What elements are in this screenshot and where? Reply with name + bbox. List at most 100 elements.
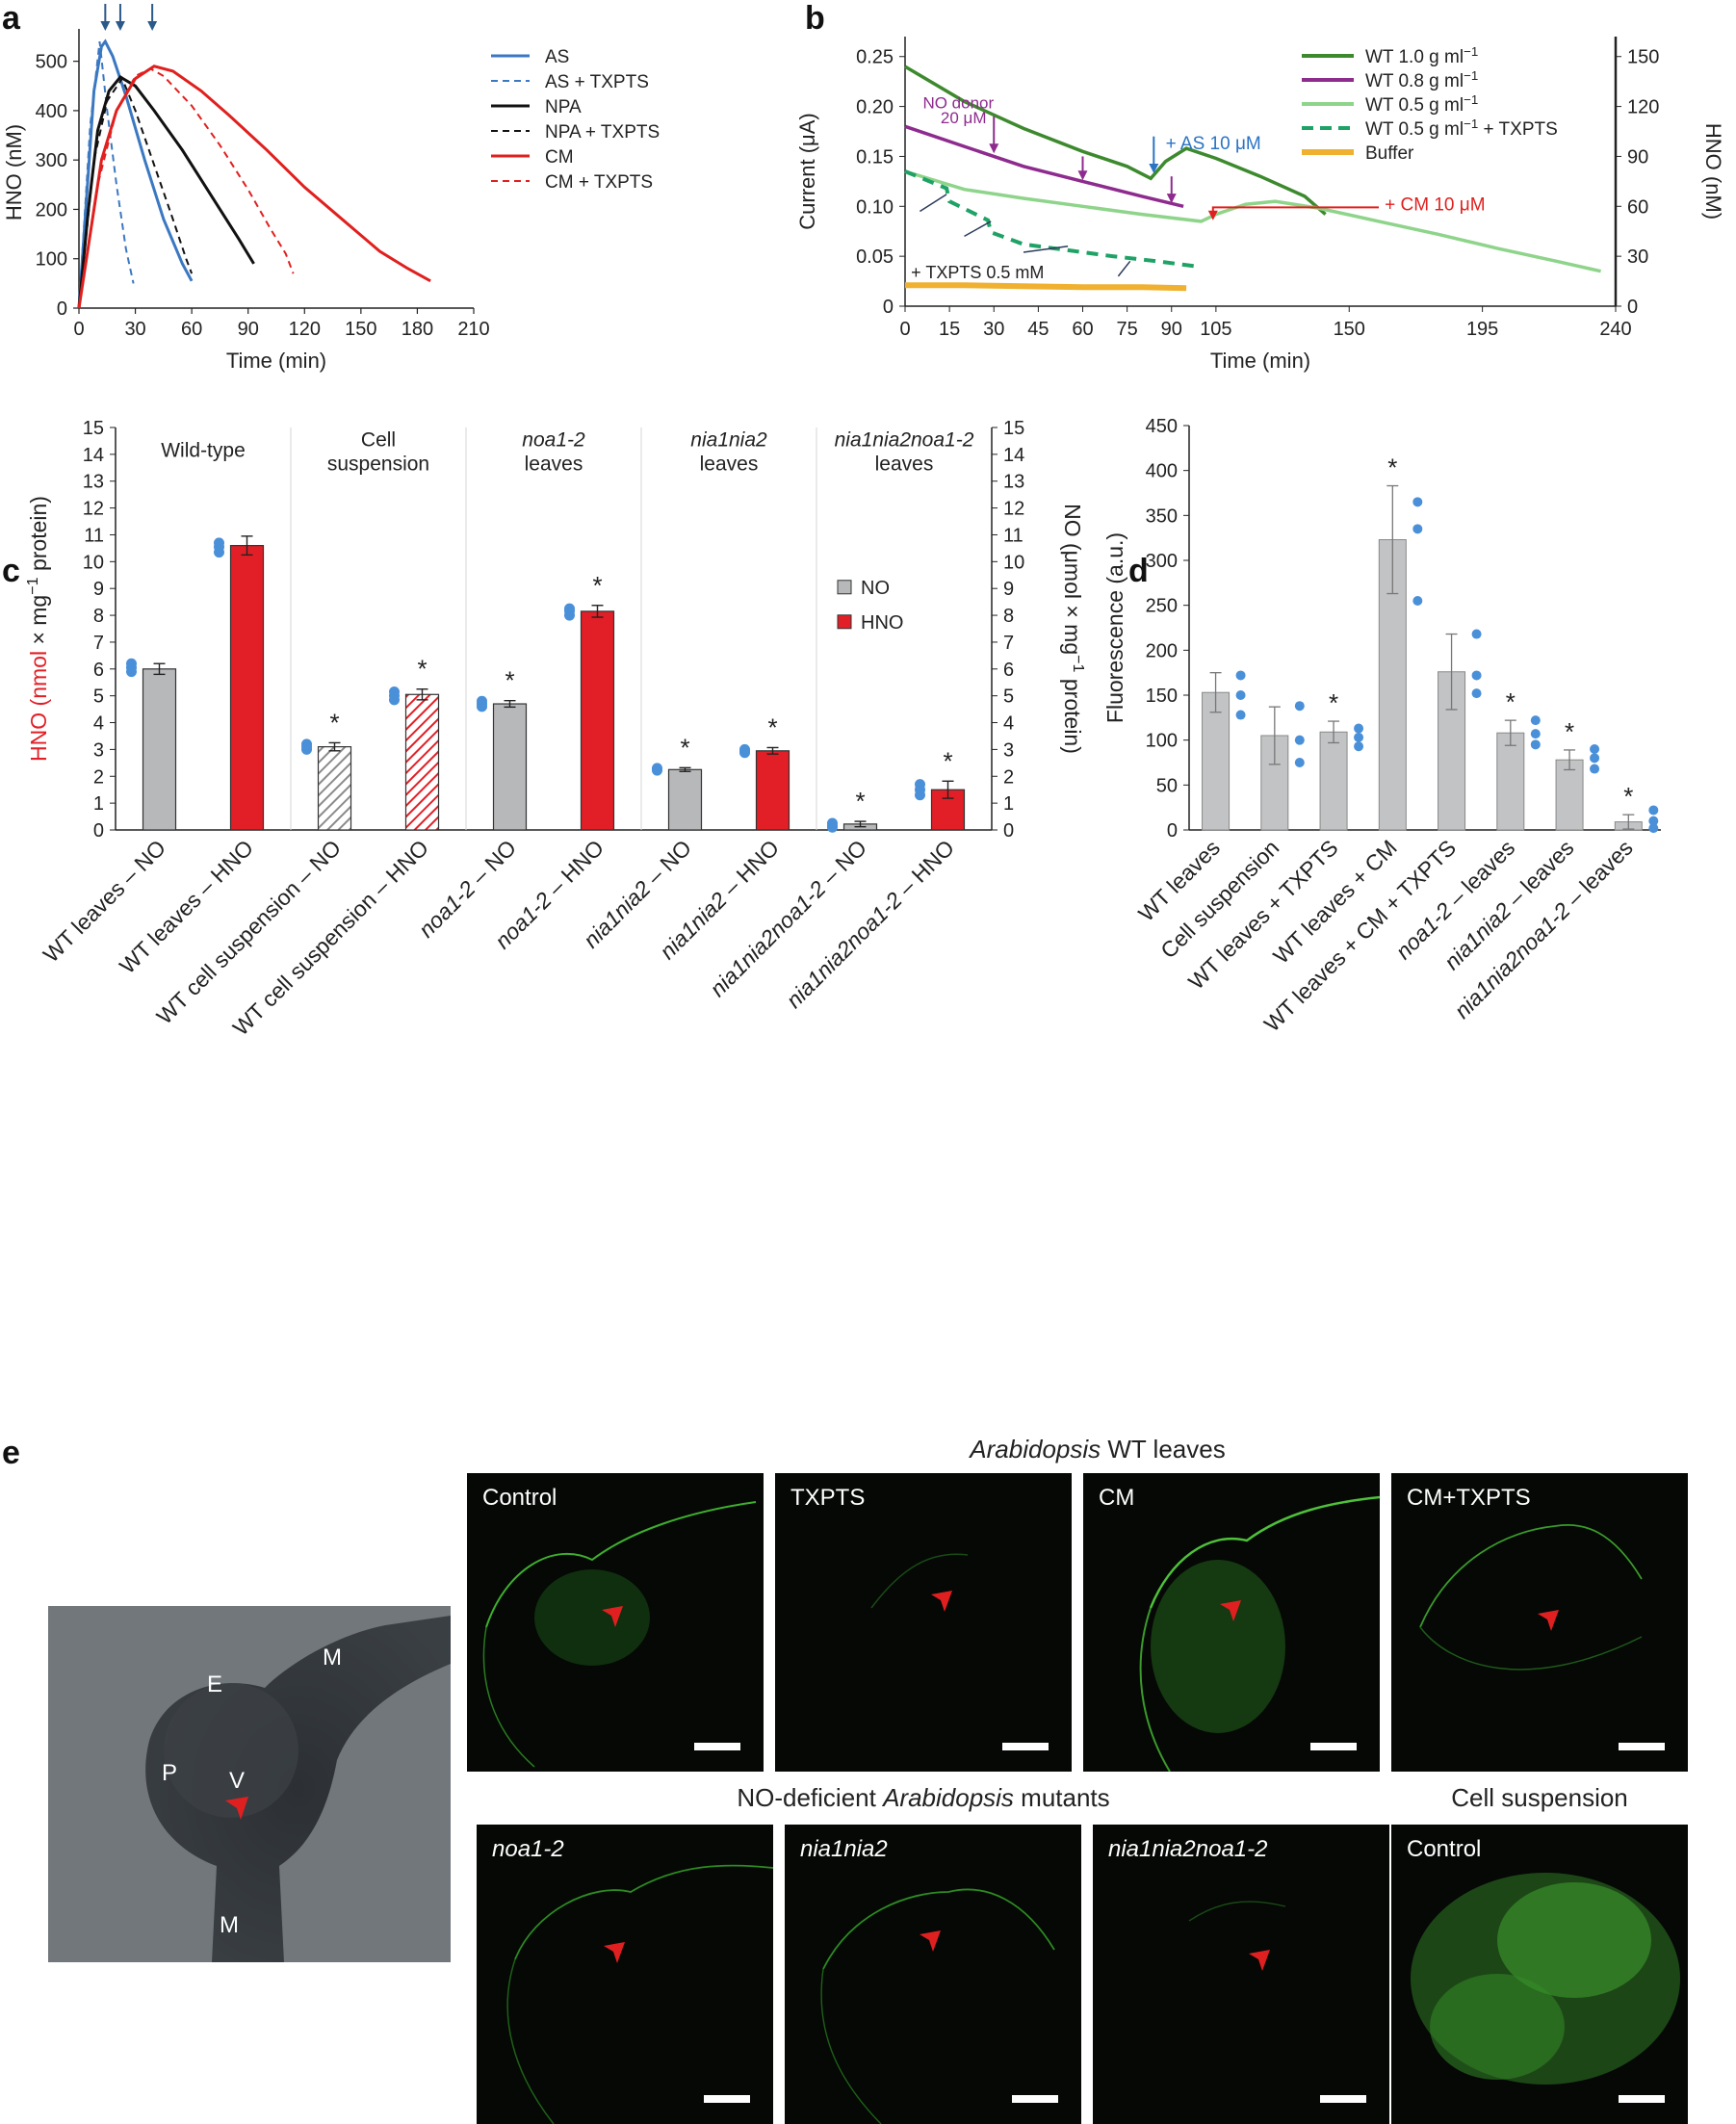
significance-star: *: [943, 746, 952, 775]
y-right-tick-label: 120: [1627, 97, 1659, 118]
y-axis-right-label: NO (μmol × mg−1 protein): [1060, 504, 1087, 754]
legend-label: WT 0.8 g ml−1: [1365, 68, 1478, 92]
purple-arrow-icon: [1166, 194, 1177, 204]
scale-bar: [1320, 2095, 1366, 2103]
y-right-tick-label: 0: [1627, 297, 1638, 318]
bar: [580, 610, 615, 831]
group-label-line2: leaves: [700, 453, 759, 476]
image-label-cm-txpts: CM+TXPTS: [1407, 1485, 1531, 1511]
series-line-3: [904, 169, 1196, 269]
y-right-tick-label: 60: [1627, 196, 1648, 218]
label-M-bottom: M: [220, 1912, 239, 1938]
legend-label: AS: [545, 47, 569, 67]
data-dot: [389, 686, 400, 697]
data-dot: [564, 603, 575, 614]
significance-star: *: [855, 787, 865, 816]
y-tick-label: 0: [883, 297, 894, 318]
category-label: nia1nia2noa1-2 – HNO: [781, 835, 959, 1013]
y-axis-label: Fluorescence (a.u.): [1102, 532, 1127, 723]
image-label-control: Control: [482, 1485, 557, 1511]
series-line-4: [77, 65, 431, 309]
legend-label: AS + TXPTS: [545, 72, 649, 92]
image-control-fluor: [482, 1501, 757, 1768]
y-tick-label: 250: [1146, 596, 1178, 617]
red-arrowhead-icon: [1538, 1610, 1559, 1631]
y-right-tick-label: 13: [1003, 472, 1024, 493]
annotation-no-donor: NO donor: [922, 94, 994, 113]
x-tick-label: 90: [1161, 319, 1182, 340]
row2-title-italic: Arabidopsis: [883, 1783, 1014, 1812]
data-dot: [1294, 735, 1305, 745]
series-line-1: [904, 124, 1184, 209]
purple-arrow-icon: [989, 143, 999, 154]
y-tick-label: 1: [93, 793, 104, 815]
series-line-5: [78, 67, 295, 309]
y-tick-label: 350: [1146, 505, 1178, 527]
significance-star: *: [1623, 782, 1633, 811]
significance-star: *: [417, 655, 427, 684]
group-label: nia1nia2noa1-2: [835, 429, 974, 452]
y-tick-label: 5: [93, 686, 104, 708]
data-dot: [1354, 732, 1364, 742]
legend-label: WT 0.5 g ml−1 + TXPTS: [1365, 117, 1558, 141]
y-tick-label: 15: [83, 418, 104, 439]
y-tick-label: 0: [57, 298, 67, 320]
annotation-txpts: + TXPTS 0.5 mM: [911, 263, 1044, 282]
red-arrowhead-icon: [920, 1930, 941, 1952]
y-right-tick-label: 1: [1003, 793, 1014, 815]
x-tick-label: 60: [1072, 319, 1093, 340]
y-axis-label: HNO (nmol × mg−1 protein): [24, 496, 51, 762]
y-right-tick-label: 11: [1003, 525, 1023, 546]
image-label-txpts: TXPTS: [790, 1485, 866, 1511]
y-tick-label: 13: [83, 472, 104, 493]
annotation-cm: + CM 10 μM: [1385, 194, 1485, 215]
y-tick-label: 11: [84, 525, 104, 546]
x-axis-label: Time (min): [226, 349, 326, 373]
y-right-tick-label: 6: [1003, 660, 1014, 681]
scale-bar: [1619, 2095, 1665, 2103]
bar: [404, 693, 440, 831]
scale-bar: [1310, 1743, 1357, 1750]
x-tick-label: 15: [939, 319, 960, 340]
y-axis-right-label: HNO (nM): [1701, 123, 1725, 220]
x-tick-label: 195: [1466, 319, 1498, 340]
label-E: E: [207, 1671, 223, 1697]
data-dot: [1412, 497, 1423, 507]
image-label-cm: CM: [1099, 1485, 1135, 1511]
y-tick-label: 0.10: [856, 196, 894, 218]
image-cell-control-fluor: [1411, 1873, 1680, 2085]
legend-label: WT 0.5 g ml−1: [1365, 92, 1478, 117]
y-axis-label: HNO (nM): [2, 124, 26, 220]
data-dot: [1412, 524, 1423, 534]
y-tick-label: 500: [36, 52, 67, 73]
y-right-tick-label: 150: [1627, 47, 1659, 68]
x-tick-label: 90: [238, 319, 259, 340]
legend-label: HNO: [861, 612, 903, 634]
group-label: Wild-type: [161, 440, 246, 462]
x-tick-label: 180: [402, 319, 433, 340]
x-axis-label: Time (min): [1210, 349, 1310, 373]
x-tick-label: 30: [983, 319, 1004, 340]
panel-e-title: Arabidopsis WT leaves: [462, 1435, 1733, 1464]
data-dot: [1354, 723, 1364, 734]
row2-title-prefix: NO-deficient: [737, 1783, 884, 1812]
txpts-arrow-line: [1023, 246, 1069, 253]
y-right-tick-label: 15: [1003, 418, 1024, 439]
y-tick-label: 0.15: [856, 146, 894, 168]
legend-label: NPA + TXPTS: [545, 122, 660, 142]
data-dot: [652, 763, 662, 774]
significance-star: *: [505, 666, 514, 695]
y-tick-label: 14: [83, 445, 104, 466]
y-right-tick-label: 4: [1003, 713, 1014, 735]
as-arrow-icon: [1149, 164, 1159, 173]
label-P: P: [162, 1760, 178, 1786]
chart-d: 0 50 100 150 200 250 300 350 400 450 Fluorescence …: [1102, 416, 1661, 1037]
y-right-tick-label: 9: [1003, 579, 1014, 600]
x-tick-label: 45: [1027, 319, 1049, 340]
data-dot: [1648, 823, 1659, 834]
cell-suspension-title: Cell suspension: [1451, 1783, 1628, 1812]
annotation-as: + AS 10 μM: [1166, 134, 1261, 154]
panel-label-b: b: [805, 0, 825, 37]
y-tick-label: 8: [93, 606, 104, 627]
